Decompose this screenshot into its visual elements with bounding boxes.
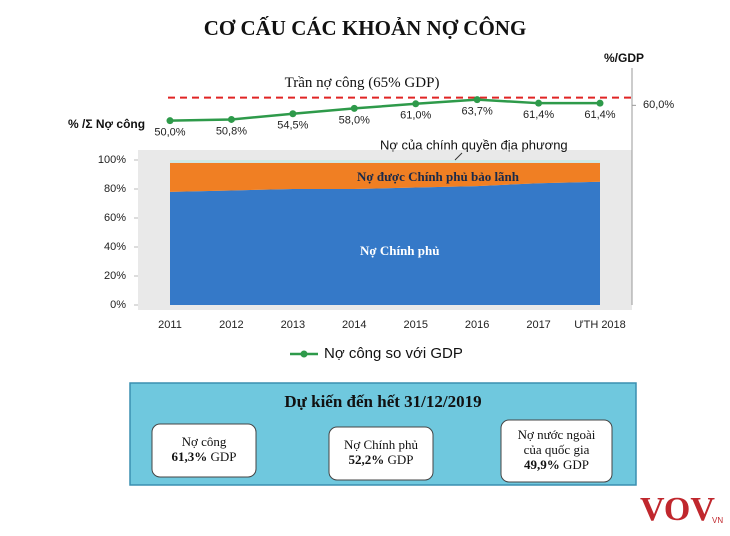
value-label: 61,4% <box>523 109 554 121</box>
x-tick-label: 2011 <box>158 319 182 331</box>
point <box>350 104 358 112</box>
logo-suffix: VN <box>712 516 723 525</box>
y2-axis-label: %/GDP <box>604 51 644 65</box>
card-value: 61,3% <box>171 449 207 464</box>
y-tick-label: 0% <box>110 299 126 311</box>
x-tick-label: 2012 <box>219 319 243 331</box>
card-label: của quốc gia <box>524 442 590 457</box>
area-label: Nợ của chính quyền địa phương <box>380 137 568 152</box>
chart-title: CƠ CẤU CÁC KHOẢN NỢ CÔNG <box>204 16 527 40</box>
x-tick-label: 2013 <box>281 319 305 331</box>
card-label: Nợ công <box>182 434 227 449</box>
y-axis-label: % /Σ Nợ công <box>68 117 145 131</box>
ceiling-label: Trần nợ công (65% GDP) <box>285 75 440 91</box>
card-unit: GDP <box>210 449 236 464</box>
value-label: 54,5% <box>277 120 308 132</box>
card-value-line: 49,9% GDP <box>524 457 589 472</box>
card-value-line: 61,3% GDP <box>171 449 236 464</box>
y-tick-label: 60% <box>104 212 126 224</box>
point <box>412 100 420 108</box>
card-value: 49,9% <box>524 457 560 472</box>
area-label: Nợ Chính phủ <box>360 243 439 258</box>
value-label: 50,0% <box>154 127 185 139</box>
card <box>151 423 257 478</box>
point <box>289 110 297 118</box>
x-tick-label: 2015 <box>403 319 427 331</box>
y2-tick-label: 60,0% <box>643 99 674 111</box>
legend-marker <box>300 350 308 358</box>
logo: VOV <box>640 491 715 528</box>
x-tick-label: 2016 <box>465 319 489 331</box>
legend-label: Nợ công so với GDP <box>324 345 463 362</box>
point <box>596 99 604 107</box>
line <box>169 98 600 122</box>
x-tick-label: 2014 <box>342 319 366 331</box>
y-tick-label: 40% <box>104 241 126 253</box>
card-label: Nợ nước ngoài <box>518 427 596 442</box>
card-unit: GDP <box>387 452 413 467</box>
value-label: 58,0% <box>339 114 370 126</box>
y-tick-label: 20% <box>104 270 126 282</box>
area <box>170 162 600 192</box>
x-tick-label: 2017 <box>526 319 550 331</box>
value-label: 61,0% <box>400 110 431 122</box>
card-value: 52,2% <box>348 452 384 467</box>
point <box>535 99 543 107</box>
card-label: Nợ Chính phủ <box>344 437 419 452</box>
y-tick-label: 80% <box>104 183 126 195</box>
area <box>170 160 600 163</box>
leader-line <box>454 152 463 161</box>
point <box>166 117 174 125</box>
area <box>170 181 600 305</box>
card <box>500 419 613 483</box>
point <box>473 96 481 104</box>
value-label: 61,4% <box>584 109 615 121</box>
forecast-title: Dự kiến đến hết 31/12/2019 <box>284 392 481 411</box>
card-unit: GDP <box>563 457 589 472</box>
card-value-line: 52,2% GDP <box>348 452 413 467</box>
y-tick-label: 100% <box>98 154 126 166</box>
point <box>227 115 235 123</box>
card <box>328 426 434 481</box>
x-tick-label: ƯTH 2018 <box>574 319 626 331</box>
value-label: 50,8% <box>216 125 247 137</box>
area-label: Nợ được Chính phủ bảo lãnh <box>357 169 520 184</box>
value-label: 63,7% <box>462 106 493 118</box>
